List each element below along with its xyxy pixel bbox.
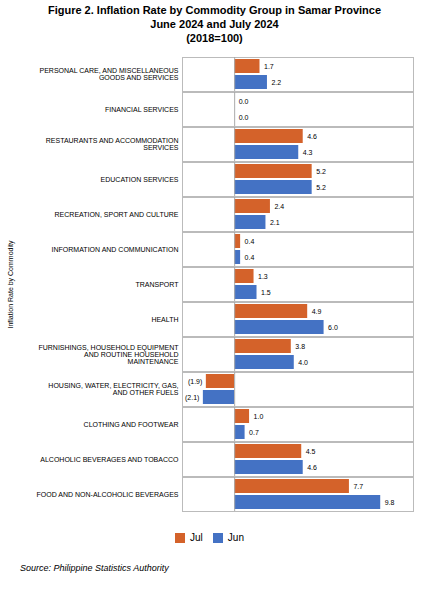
svg-text:FURNISHINGS, HOUSEHOLD EQUIPME: FURNISHINGS, HOUSEHOLD EQUIPMENTAND ROUT…: [38, 344, 179, 365]
svg-text:4.3: 4.3: [303, 149, 313, 156]
svg-text:2.4: 2.4: [274, 203, 284, 210]
svg-text:1.5: 1.5: [261, 289, 271, 296]
svg-text:RECREATION, SPORT AND CULTURE: RECREATION, SPORT AND CULTURE: [55, 211, 179, 218]
html-text:Jun: Jun: [227, 532, 244, 544]
svg-text:4.6: 4.6: [307, 464, 317, 471]
svg-text:1.0: 1.0: [254, 413, 264, 420]
html-text:Jul: Jul: [190, 532, 203, 544]
svg-text:0.7: 0.7: [249, 429, 259, 436]
svg-text:4.9: 4.9: [312, 308, 322, 315]
svg-text:PERSONAL CARE, AND MISCELLANEO: PERSONAL CARE, AND MISCELLANEOUSGOODS AN…: [39, 67, 178, 81]
svg-text:CLOTHING AND FOOTWEAR: CLOTHING AND FOOTWEAR: [84, 421, 179, 428]
svg-text:HEALTH: HEALTH: [151, 316, 178, 323]
svg-text:7.7: 7.7: [353, 483, 363, 490]
svg-text:2.2: 2.2: [271, 79, 281, 86]
svg-text:3.8: 3.8: [295, 343, 305, 350]
svg-text:4.5: 4.5: [306, 448, 316, 455]
svg-text:HOUSING, WATER, ELECTRICITY, G: HOUSING, WATER, ELECTRICITY, GAS,AND OTH…: [48, 382, 178, 396]
svg-text:(2.1): (2.1): [185, 394, 199, 402]
svg-text:6.0: 6.0: [328, 324, 338, 331]
svg-text:4.0: 4.0: [298, 359, 308, 366]
svg-text:1.3: 1.3: [258, 273, 268, 280]
svg-text:FOOD AND NON-ALCOHOLIC BEVERAG: FOOD AND NON-ALCOHOLIC BEVERAGES: [37, 491, 179, 498]
svg-text:1.7: 1.7: [264, 63, 274, 70]
html-text:Source: Philippine Statistics: Source: Philippine Statistics Authority: [20, 563, 169, 574]
svg-text:RESTAURANTS AND ACCOMMODATIONS: RESTAURANTS AND ACCOMMODATIONSERVICES: [46, 137, 179, 151]
svg-text:TRANSPORT: TRANSPORT: [135, 281, 179, 288]
svg-text:INFORMATION AND COMMUNICATION: INFORMATION AND COMMUNICATION: [52, 246, 179, 253]
svg-text:9.8: 9.8: [385, 499, 395, 506]
svg-text:0.4: 0.4: [245, 238, 255, 245]
svg-text:4.6: 4.6: [307, 133, 317, 140]
svg-text:ALCOHOLIC BEVERAGES AND TOBACC: ALCOHOLIC BEVERAGES AND TOBACCO: [40, 456, 179, 463]
svg-text:EDUCATION SERVICES: EDUCATION SERVICES: [101, 176, 179, 183]
svg-text:(1.9): (1.9): [188, 378, 202, 386]
svg-text:FINANCIAL SERVICES: FINANCIAL SERVICES: [105, 106, 179, 113]
svg-text:5.2: 5.2: [316, 184, 326, 191]
svg-text:Inflation Rate by Commodity: Inflation Rate by Commodity: [7, 240, 15, 328]
svg-text:2.1: 2.1: [270, 219, 280, 226]
svg-text:5.2: 5.2: [316, 168, 326, 175]
svg-text:0.4: 0.4: [245, 254, 255, 261]
svg-text:0.0: 0.0: [239, 114, 249, 121]
html-text:Figure 2. Inflation Rate by Co: Figure 2. Inflation Rate by Commodity Gr…: [47, 4, 382, 44]
svg-text:0.0: 0.0: [239, 98, 249, 105]
